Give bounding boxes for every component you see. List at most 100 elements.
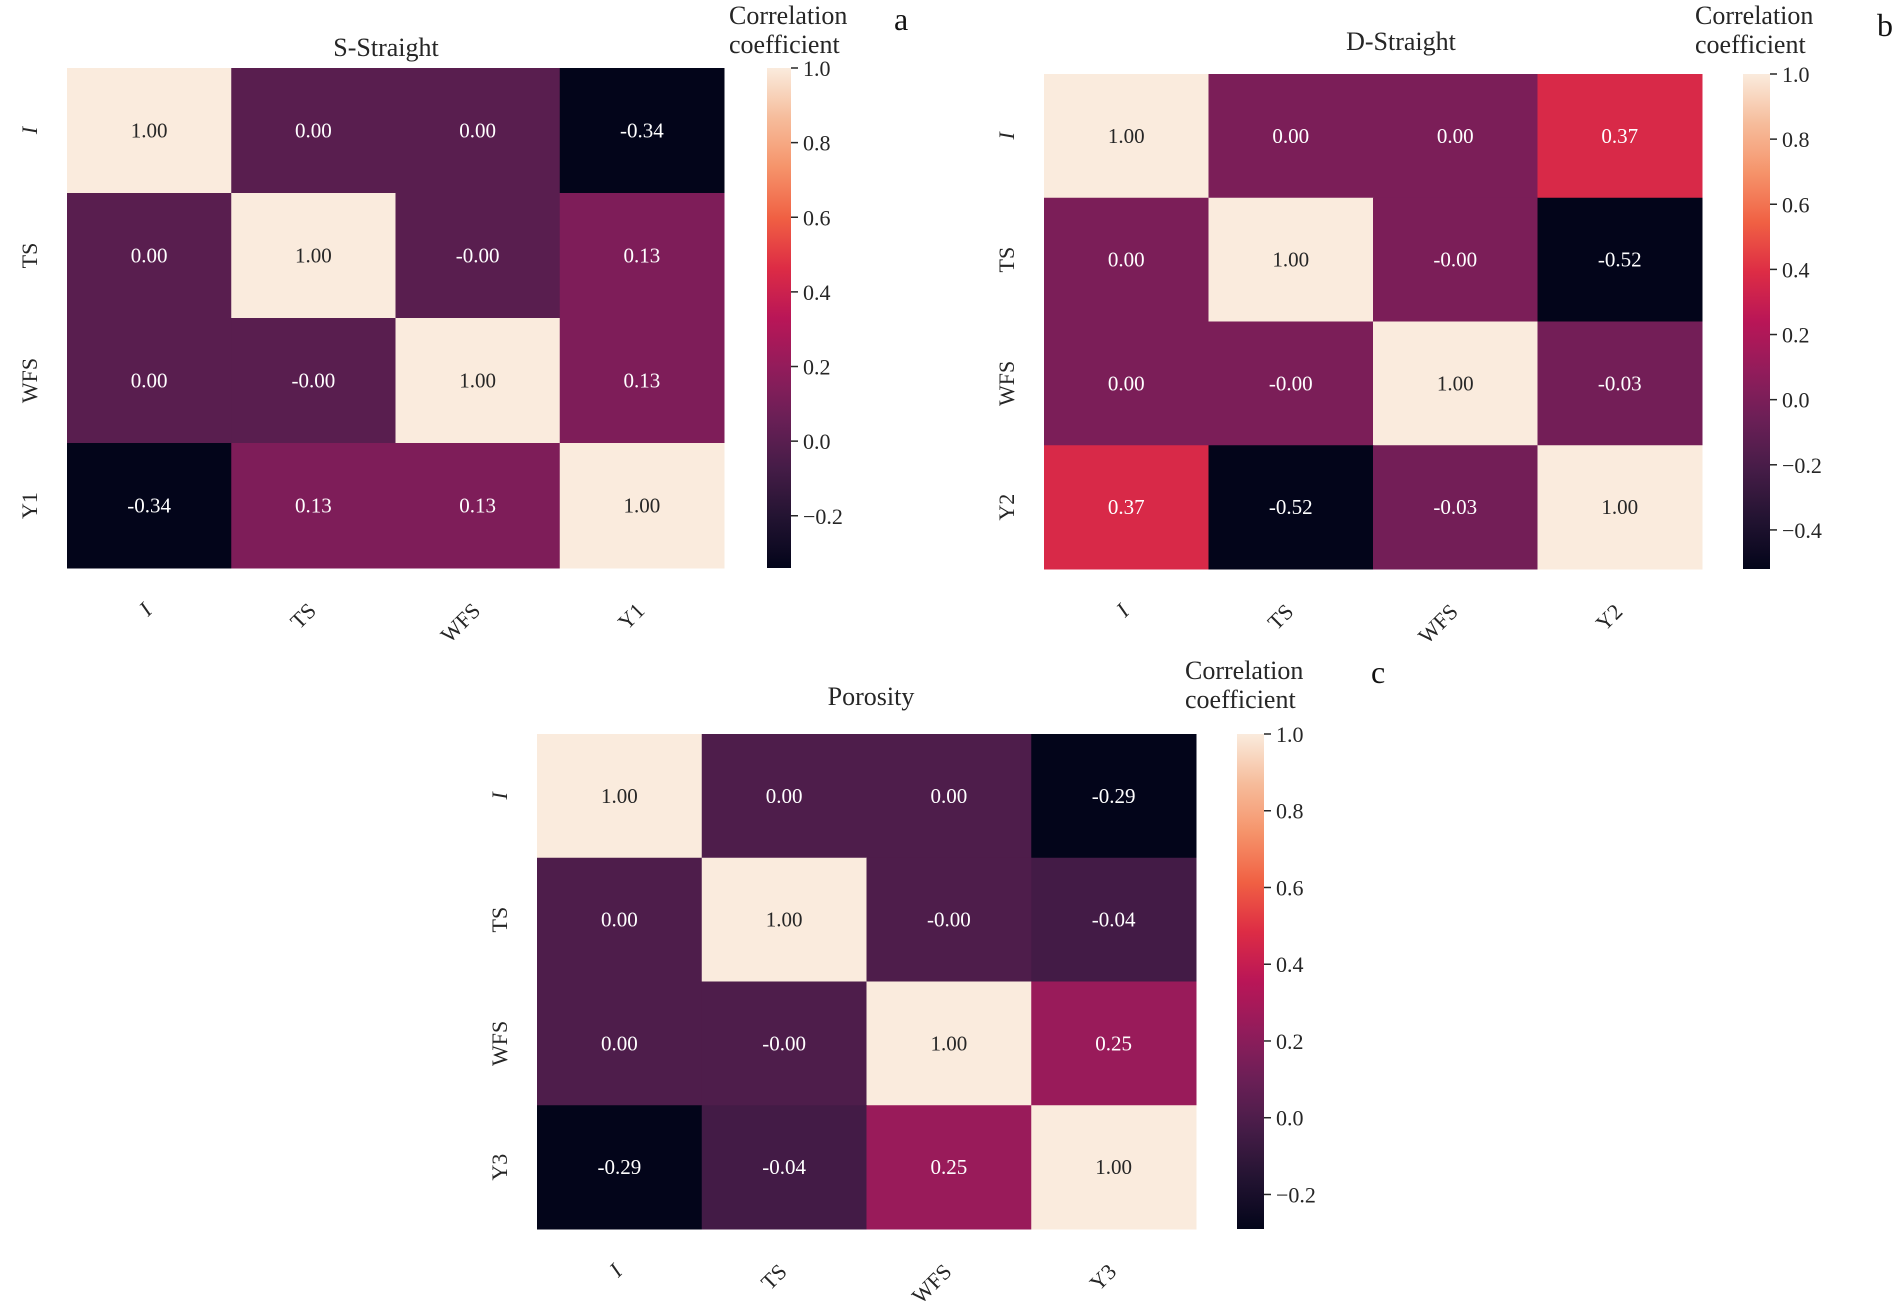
row-tick-label: WFS (994, 361, 1019, 406)
cell-annotation: -0.03 (1598, 371, 1642, 395)
chart-title: D-Straight (1346, 27, 1457, 56)
cell-annotation: 1.00 (624, 494, 661, 518)
cell-annotation: 0.00 (295, 119, 332, 143)
heatmap-cell (559, 68, 725, 194)
heatmap-panel-b: 1.00 0.00 0.00 0.37 0.00 1.00 -0.00 -0.52 0.00 -0… (994, 1, 1892, 649)
col-tick-label: Y3 (1084, 1259, 1121, 1296)
row-tick-label: Y1 (17, 492, 42, 519)
heatmap-cell (866, 734, 1032, 859)
heatmap-cell (701, 981, 867, 1106)
heatmap-cell (537, 1105, 703, 1230)
colorbar-label-line2: coefficient (1185, 685, 1296, 714)
cell-annotation: -0.00 (292, 369, 336, 393)
heatmap-cell (67, 318, 232, 444)
colorbar-tick-label: 0.2 (803, 355, 831, 380)
cell-annotation: 0.00 (1272, 124, 1309, 148)
colorbar: 1.0 0.8 0.6 0.4 0.2 0.0 −0.2 (1237, 722, 1316, 1229)
cell-annotation: 0.13 (459, 494, 496, 518)
colorbar-tick-label: 1.0 (1276, 722, 1304, 747)
colorbar-tick-label: 1.0 (803, 56, 831, 81)
colorbar-tick-label: 0.4 (1782, 257, 1810, 282)
col-tick-label: Y2 (1591, 599, 1628, 636)
heatmap-cell (1373, 445, 1538, 570)
heatmap-cell (1208, 321, 1374, 446)
chart-title: Porosity (828, 682, 915, 711)
colorbar-tick-label: 0.8 (803, 131, 831, 156)
heatmap-cell (1044, 74, 1209, 199)
colorbar-tick-label: 0.6 (1782, 192, 1810, 217)
heatmap-panel-a: 1.00 0.00 0.00 -0.34 0.00 1.00 -0.00 0.13 0.00 -0… (17, 1, 908, 648)
cell-annotation: 0.00 (601, 908, 638, 932)
colorbar-tick-label: −0.2 (1782, 453, 1822, 478)
heatmap-cell (1031, 734, 1197, 859)
heatmap-cell (1537, 74, 1703, 199)
heatmap-cell (1031, 857, 1197, 982)
cell-annotation: 0.25 (1095, 1031, 1132, 1055)
colorbar-tick-label: −0.2 (1276, 1182, 1316, 1207)
heatmap-cell (1537, 445, 1703, 570)
colorbar-gradient (1237, 734, 1264, 1229)
cell-annotation: -0.04 (1092, 908, 1136, 932)
heatmap-cell (701, 857, 867, 982)
heatmap-cell (1031, 981, 1197, 1106)
cell-annotation: 0.00 (1108, 371, 1145, 395)
colorbar-tick-label: −0.4 (1782, 518, 1822, 543)
row-tick-label: I (17, 125, 42, 135)
heatmap-cell (1537, 197, 1703, 322)
cell-annotation: 0.13 (624, 244, 661, 268)
cell-annotation: 0.37 (1108, 495, 1145, 519)
cell-annotation: -0.00 (927, 908, 971, 932)
heatmap-cell (1044, 321, 1209, 446)
heatmap-cell (395, 318, 561, 444)
row-tick-label: TS (17, 243, 42, 269)
colorbar-tick-label: −0.2 (803, 504, 843, 529)
panel-label: c (1371, 654, 1385, 690)
cell-annotation: -0.00 (762, 1031, 806, 1055)
heatmap-cell (67, 68, 232, 194)
row-tick-label: TS (487, 907, 512, 933)
cell-annotation: -0.34 (127, 494, 171, 518)
cell-annotation: 1.00 (766, 908, 803, 932)
cell-annotation: 0.25 (931, 1155, 968, 1179)
cell-annotation: 0.00 (1108, 248, 1145, 272)
cell-annotation: -0.00 (1269, 371, 1313, 395)
heatmap-cell (537, 981, 703, 1106)
colorbar-tick-label: 0.0 (803, 429, 831, 454)
row-tick-label: WFS (17, 358, 42, 403)
colorbar-label-line2: coefficient (1695, 30, 1806, 59)
col-tick-label: TS (1262, 599, 1298, 635)
panel-label: b (1877, 7, 1892, 43)
colorbar-tick-label: 1.0 (1782, 62, 1810, 87)
cell-annotation: 0.00 (1437, 124, 1474, 148)
heatmap-cell (231, 193, 396, 319)
cell-annotation: -0.00 (1433, 248, 1477, 272)
col-tick-label: I (1110, 598, 1135, 623)
row-tick-label: WFS (487, 1021, 512, 1066)
cell-annotation: -0.03 (1433, 495, 1477, 519)
cell-annotation: -0.52 (1598, 248, 1642, 272)
cell-annotation: -0.00 (456, 244, 500, 268)
col-tick-label: WFS (907, 1259, 957, 1309)
heatmap-cell (1208, 445, 1374, 570)
cell-annotation: 1.00 (131, 119, 168, 143)
cell-annotation: 1.00 (1272, 248, 1309, 272)
colorbar-tick-label: 0.8 (1782, 127, 1810, 152)
heatmap-cell (866, 1105, 1032, 1230)
cell-annotation: -0.04 (762, 1155, 806, 1179)
row-tick-label: I (994, 131, 1019, 141)
col-tick-label: TS (285, 598, 321, 634)
heatmap-cell (559, 318, 725, 444)
heatmap-cell (701, 1105, 867, 1230)
row-tick-label: Y3 (487, 1154, 512, 1181)
heatmap-cell (1373, 74, 1538, 199)
cell-annotation: 0.00 (931, 784, 968, 808)
colorbar-tick-label: 0.6 (803, 205, 831, 230)
panel-label: a (894, 1, 908, 37)
heatmap-cell (1537, 321, 1703, 446)
col-tick-label: I (133, 597, 158, 622)
cell-annotation: 1.00 (1095, 1155, 1132, 1179)
heatmap-cell (866, 857, 1032, 982)
heatmap-panel-c: 1.00 0.00 0.00 -0.29 0.00 1.00 -0.00 -0.04 0.00 -… (487, 654, 1385, 1309)
colorbar-label-line1: Correlation (1185, 656, 1303, 685)
